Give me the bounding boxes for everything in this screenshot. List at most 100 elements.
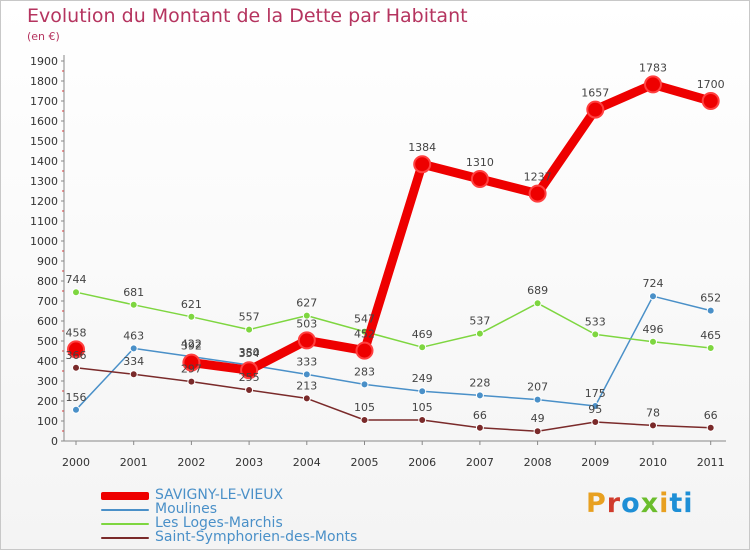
data-label: 547 (354, 313, 375, 326)
data-label: 422 (181, 338, 202, 351)
data-label: 496 (643, 323, 664, 336)
data-label: 105 (354, 401, 375, 414)
data-point (475, 329, 484, 338)
data-label: 255 (239, 371, 260, 384)
data-label: 66 (473, 409, 487, 422)
data-label: 533 (585, 315, 606, 328)
x-tick-label: 2003 (235, 456, 263, 469)
brand-logo: Proxiti (586, 488, 694, 519)
data-point (706, 344, 715, 352)
data-point (591, 402, 600, 410)
series-line-1 (75, 295, 712, 411)
data-point (649, 292, 657, 301)
data-point (187, 312, 196, 321)
data-point (586, 100, 605, 119)
y-tick-label: 1800 (30, 75, 58, 88)
data-point (475, 423, 484, 432)
data-point (72, 363, 80, 372)
data-label: 1783 (639, 61, 667, 74)
data-point (72, 288, 80, 297)
data-label: 744 (66, 273, 87, 286)
data-point (302, 394, 311, 403)
x-tick-label: 2010 (639, 456, 667, 469)
data-point (418, 416, 427, 424)
data-point (67, 340, 85, 359)
data-label: 175 (585, 387, 606, 400)
x-tick-label: 2001 (120, 456, 148, 469)
data-label: 207 (527, 381, 548, 394)
legend-label: Saint-Symphorien-des-Monts (155, 529, 358, 545)
data-point (533, 395, 542, 404)
chart-subtitle: (en €) (27, 30, 60, 43)
data-point (240, 361, 259, 380)
data-label: 681 (123, 286, 144, 299)
data-label: 621 (181, 298, 202, 311)
y-tick-label: 900 (37, 255, 58, 268)
data-point (418, 343, 427, 352)
data-point (129, 370, 138, 379)
legend-swatch (101, 537, 149, 539)
data-label: 452 (354, 328, 375, 341)
y-tick-label: 300 (37, 375, 58, 388)
y-tick-label: 600 (37, 315, 58, 328)
data-point (182, 353, 201, 372)
y-tick-label: 700 (37, 295, 58, 308)
data-label: 334 (123, 355, 144, 368)
data-point (475, 391, 484, 400)
data-point (302, 311, 311, 320)
data-label: 228 (469, 376, 490, 389)
x-tick-label: 2009 (581, 456, 609, 469)
data-label: 213 (296, 379, 317, 392)
data-point (297, 331, 316, 350)
y-tick-label: 1000 (30, 235, 58, 248)
data-point (470, 170, 489, 188)
data-label: 652 (700, 292, 721, 305)
y-tick-label: 0 (51, 435, 58, 448)
data-point (644, 75, 662, 94)
legend-swatch (101, 509, 149, 511)
data-point (129, 300, 138, 309)
data-point (245, 386, 254, 394)
y-tick-label: 500 (37, 335, 58, 348)
data-label: 537 (469, 315, 490, 328)
legend-swatch (101, 523, 149, 525)
data-point (706, 306, 715, 315)
x-tick-label: 2004 (293, 456, 321, 469)
data-label: 1310 (466, 156, 494, 169)
data-label: 78 (646, 406, 660, 419)
y-tick-label: 1500 (30, 135, 58, 148)
data-label: 1237 (524, 171, 552, 184)
data-label: 724 (643, 277, 664, 290)
data-point (706, 423, 715, 432)
data-label: 463 (123, 329, 144, 342)
y-tick-label: 200 (37, 395, 58, 408)
data-label: 366 (66, 349, 87, 362)
legend-label: Moulines (155, 501, 218, 517)
y-tick-label: 1100 (30, 215, 58, 228)
y-tick-label: 100 (37, 415, 58, 428)
data-label: 333 (296, 355, 317, 368)
y-tick-label: 1900 (30, 55, 58, 68)
data-point (360, 416, 369, 424)
data-point (591, 418, 600, 426)
data-point (302, 370, 311, 379)
legend-label: SAVIGNY-LE-VIEUX (155, 487, 284, 503)
data-point (528, 184, 547, 203)
data-point (649, 337, 657, 346)
data-label: 1657 (581, 87, 609, 100)
data-label: 689 (527, 284, 548, 297)
y-tick-label: 400 (37, 355, 58, 368)
data-point (72, 405, 80, 414)
y-tick-label: 1400 (30, 155, 58, 168)
y-tick-label: 1300 (30, 175, 58, 188)
data-label: 283 (354, 365, 375, 378)
data-point (701, 92, 720, 110)
y-tick-label: 1200 (30, 195, 58, 208)
x-tick-label: 2007 (466, 456, 494, 469)
data-label: 297 (181, 363, 202, 376)
data-label: 458 (66, 326, 87, 339)
data-label: 627 (296, 297, 317, 310)
data-point (591, 330, 600, 339)
